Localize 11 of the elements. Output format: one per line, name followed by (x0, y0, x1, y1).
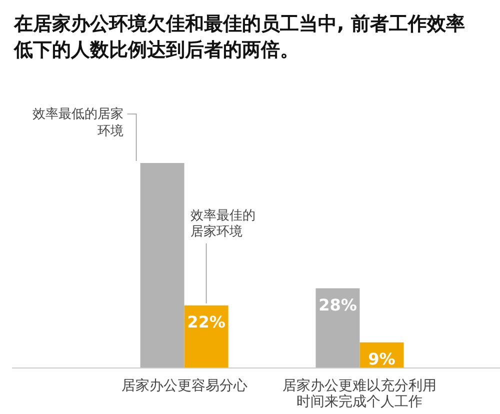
data-label: 28% (318, 295, 357, 314)
data-label: 9% (368, 349, 396, 368)
chart-title: 在居家办公环境欠佳和最佳的员工当中, 前者工作效率低下的人数比例达到后者的两倍。 (13, 13, 465, 61)
text: 效率最佳的居家环境 (190, 207, 256, 240)
bar (140, 163, 184, 368)
x-tick-label: 居家办公更难以充分利用时间来完成个人工作 (282, 378, 437, 410)
x-tick-label: 居家办公更容易分心 (121, 378, 248, 394)
text: 效率最低的居家环境 (32, 106, 124, 139)
bar (184, 305, 228, 368)
data-label: 22% (187, 312, 226, 332)
bar (316, 288, 360, 368)
